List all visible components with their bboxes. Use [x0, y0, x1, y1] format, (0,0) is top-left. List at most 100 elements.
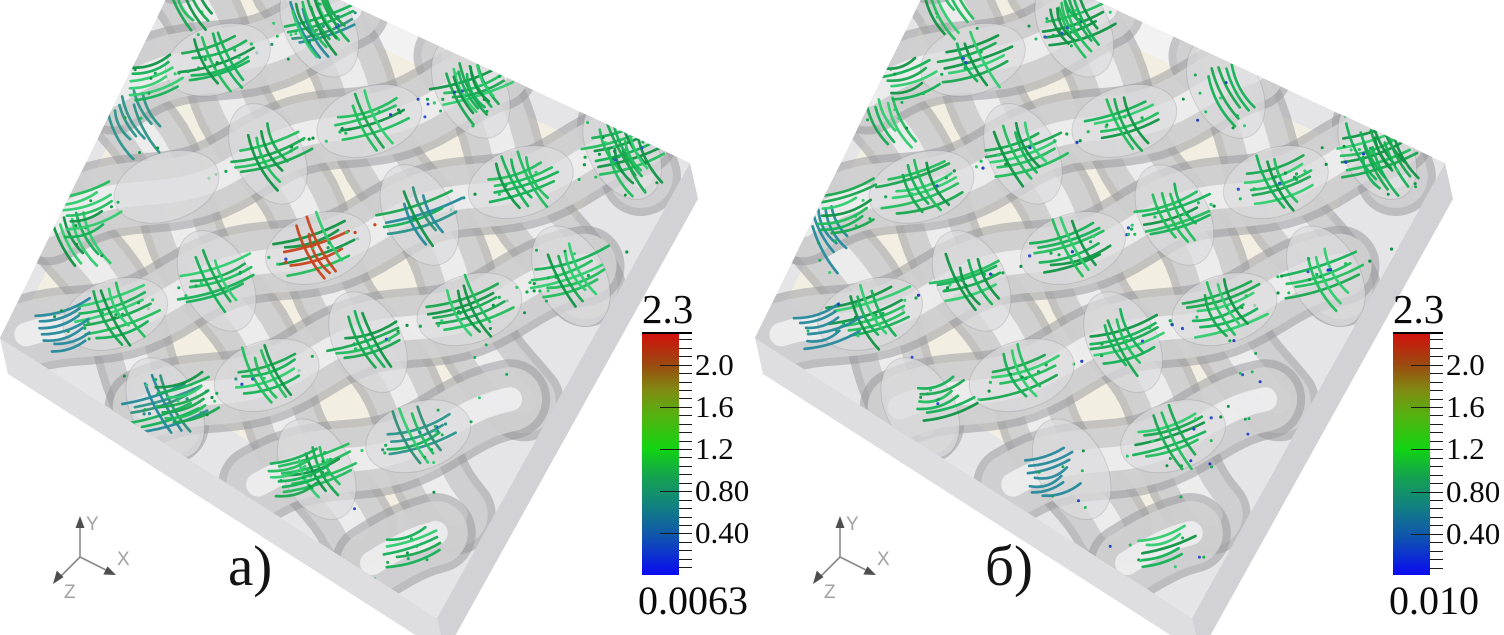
colorbar-minor-tick	[1430, 474, 1443, 476]
colorbar-minor-tick	[1430, 347, 1443, 349]
x-axis-label: X	[877, 549, 890, 570]
color-legend-a: 2.3 0.0063 2.0 1.6 1.2 0.80 0.40	[636, 289, 776, 625]
colorbar-tick-label: 1.6	[695, 388, 734, 424]
x-axis-line	[839, 556, 871, 573]
y-axis-arrow	[75, 516, 85, 528]
weave-render	[755, 0, 1436, 604]
colorbar-tick-label: 2.0	[695, 346, 734, 382]
colorbar-tick-label: 0.80	[695, 473, 750, 509]
z-axis-label: Z	[64, 582, 76, 603]
colorbar-minor-tick	[1430, 516, 1443, 518]
colorbar-minor-tick	[1430, 339, 1443, 341]
colorbar-minor-tick	[1430, 567, 1443, 569]
colorbar-tick-label: 1.2	[695, 431, 734, 467]
colorbar-minor-tick	[1430, 508, 1443, 510]
z-axis-label: Z	[824, 582, 836, 603]
color-legend-b: 2.3 0.010 2.0 1.6 1.2 0.80 0.40	[1387, 289, 1504, 625]
z-axis-line	[818, 556, 841, 579]
colorbar-minor-tick	[679, 440, 692, 442]
colorbar-minor-tick	[1430, 415, 1443, 417]
colorbar-major-tick	[660, 406, 692, 408]
colorbar-minor-tick	[1430, 423, 1443, 425]
colorbar-minor-tick	[1430, 356, 1443, 358]
colorbar-minor-tick	[1430, 542, 1443, 544]
colorbar-minor-tick	[679, 457, 692, 459]
colorbar-major-tick	[660, 491, 692, 493]
colorbar-minor-tick	[679, 398, 692, 400]
z-axis-line	[58, 556, 81, 579]
colorbar-minor-tick	[1430, 499, 1443, 501]
x-axis-line	[79, 556, 111, 573]
colorbar-tick-label: 1.6	[1446, 388, 1485, 424]
y-axis-arrow	[835, 516, 845, 528]
panel-label-b: б)	[985, 535, 1033, 598]
colorbar-major-tick	[1411, 406, 1443, 408]
colorbar-minor-tick	[679, 347, 692, 349]
colorbar-major-tick	[1411, 533, 1443, 535]
colorbar-minor-tick	[679, 541, 692, 543]
colorbar-minor-tick	[1430, 398, 1443, 400]
x-axis-arrow	[103, 566, 116, 575]
y-axis-label: Y	[86, 514, 99, 535]
colorbar-minor-tick	[679, 423, 692, 425]
colorbar-minor-tick	[1430, 457, 1443, 459]
colorbar-minor-tick	[679, 516, 692, 518]
colorbar-minor-tick	[679, 356, 692, 358]
colorbar-tick-label: 0.40	[1446, 515, 1501, 551]
colorbar-minor-tick	[679, 389, 692, 391]
colorbar-minor-tick	[1430, 390, 1443, 392]
viewport-3d-a	[0, 0, 698, 635]
orientation-axes-b: Y X Z	[813, 514, 890, 603]
colorbar-major-tick	[1411, 364, 1443, 366]
colorbar-minor-tick	[1430, 373, 1443, 375]
colorbar-minor-tick	[679, 415, 692, 417]
z-axis-arrow	[53, 570, 64, 584]
colorbar-min-label: 0.010	[1389, 578, 1479, 623]
colorbar-minor-tick	[679, 381, 692, 383]
colorbar-major-tick	[660, 449, 692, 451]
colorbar-minor-tick	[679, 558, 692, 560]
colorbar-minor-tick	[679, 465, 692, 467]
z-axis-arrow	[813, 570, 824, 584]
colorbar-minor-tick	[679, 567, 692, 569]
colorbar-tick-label: 2.0	[1446, 346, 1485, 382]
colorbar-minor-tick	[1430, 483, 1443, 485]
x-axis-label: X	[117, 549, 130, 570]
colorbar-minor-tick	[1430, 525, 1443, 527]
colorbar-tick-label: 0.40	[695, 515, 750, 551]
y-axis-label: Y	[846, 514, 859, 535]
colorbar-gradient	[642, 333, 679, 575]
colorbar-minor-tick	[679, 499, 692, 501]
colorbar-minor-tick	[1430, 550, 1443, 552]
colorbar-tick-label: 0.80	[1446, 473, 1501, 509]
colorbar-major-tick	[1411, 449, 1443, 451]
panel-label-a: а)	[228, 535, 273, 598]
colorbar-max-label: 2.3	[642, 286, 694, 332]
colorbar-minor-tick	[679, 550, 692, 552]
colorbar-major-tick	[660, 533, 692, 535]
colorbar-tick-label: 1.2	[1446, 431, 1485, 467]
colorbar-end-tick	[642, 332, 692, 334]
colorbar-minor-tick	[679, 432, 692, 434]
colorbar-gradient	[1393, 333, 1430, 575]
colorbar-major-tick	[1411, 491, 1443, 493]
viewport-3d-b	[755, 0, 1453, 635]
colorbar-minor-tick	[679, 525, 692, 527]
colorbar-minor-tick	[1430, 432, 1443, 434]
colorbar-minor-tick	[1430, 440, 1443, 442]
colorbar-major-tick	[660, 364, 692, 366]
colorbar-end-tick	[1393, 332, 1443, 334]
colorbar-minor-tick	[679, 373, 692, 375]
colorbar-minor-tick	[679, 508, 692, 510]
colorbar-minor-tick	[679, 482, 692, 484]
colorbar-minor-tick	[679, 474, 692, 476]
x-axis-arrow	[863, 566, 876, 575]
orientation-axes-a: Y X Z	[53, 514, 130, 603]
colorbar-max-label: 2.3	[1393, 286, 1445, 332]
colorbar-minor-tick	[1430, 559, 1443, 561]
colorbar-minor-tick	[1430, 381, 1443, 383]
colorbar-min-label: 0.0063	[638, 578, 748, 623]
colorbar-minor-tick	[679, 339, 692, 341]
